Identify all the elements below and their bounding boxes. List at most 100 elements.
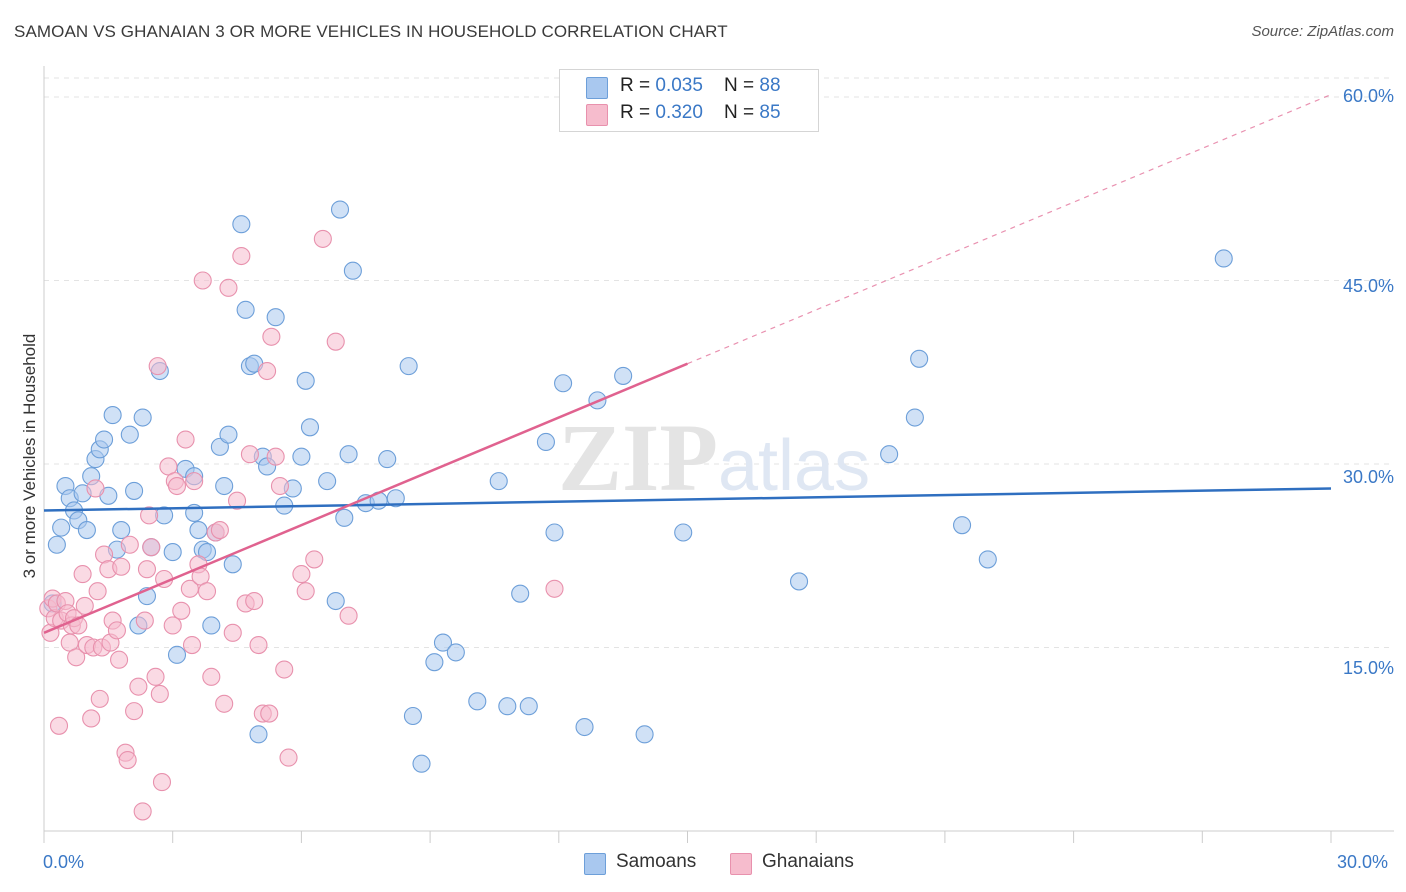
ghanaian-point (86, 479, 105, 498)
samoan-point (343, 261, 362, 280)
samoan-point (978, 550, 997, 569)
samoan-point (202, 616, 221, 635)
ghanaian-point (163, 616, 182, 635)
samoan-point (403, 706, 422, 726)
x-tick-max: 30.0% (1337, 852, 1389, 872)
y-tick-15: 15.0% (1342, 658, 1394, 678)
samoan-point (554, 374, 573, 393)
r-label: R = (620, 102, 656, 123)
samoans-swatch (586, 77, 608, 99)
samoan-point (215, 476, 234, 496)
ghanaians-trend-line (43, 362, 688, 634)
trend-lines (43, 93, 1332, 634)
ghanaians-swatch (586, 104, 608, 126)
samoan-point (433, 633, 453, 652)
samoan-point (575, 717, 594, 737)
samoan-point (236, 300, 255, 319)
ghanaian-point (150, 684, 169, 704)
samoan-point (266, 308, 285, 327)
samoan-point (52, 518, 71, 537)
ghanaian-point (245, 591, 264, 611)
ghanaian-point (223, 623, 242, 642)
samoan-point (905, 408, 924, 427)
watermark-atlas: atlas (718, 426, 870, 506)
legend-samoans-stats: R = 0.035 N = 88 (620, 75, 781, 97)
ghanaian-point (262, 327, 281, 346)
samoan-point (880, 445, 899, 464)
samoan-point (249, 725, 268, 744)
samoan-point (335, 508, 354, 527)
samoan-point (910, 349, 929, 368)
samoan-point (425, 653, 444, 672)
legend-label-samoans: Samoans (616, 851, 697, 872)
n-value: 85 (759, 102, 781, 123)
samoan-point (163, 543, 182, 562)
ghanaian-point (219, 278, 238, 297)
ghanaian-point (167, 476, 187, 496)
ghanaians-points (39, 229, 564, 821)
ghanaian-point (88, 582, 107, 601)
chart-title: SAMOAN VS GHANAIAN 3 OR MORE VEHICLES IN… (14, 22, 728, 41)
ghanaians-trend-extension (687, 93, 1332, 365)
n-label: N = (724, 75, 760, 96)
ghanaian-point (120, 535, 139, 554)
ghanaian-point (228, 491, 247, 510)
samoan-point (197, 543, 217, 562)
samoan-point (300, 418, 320, 437)
ghanaian-point (545, 579, 564, 598)
ghanaian-point (75, 596, 94, 615)
y-tick-60: 60.0% (1342, 86, 1394, 106)
ghanaian-point (82, 709, 101, 728)
ghanaian-point (249, 636, 268, 655)
ghanaian-point (260, 704, 279, 723)
samoan-point (489, 472, 508, 491)
ghanaian-point (232, 246, 251, 266)
ghanaian-point (152, 773, 172, 792)
samoan-point (614, 366, 633, 385)
samoan-point (674, 523, 693, 542)
ghanaian-point (258, 361, 277, 381)
ghanaian-point (133, 802, 152, 821)
legend-ghanaians-stats: R = 0.320 N = 85 (620, 102, 781, 124)
y-axis-label: 3 or more Vehicles in Household (20, 333, 39, 579)
samoan-point (635, 725, 654, 744)
ghanaian-point (90, 689, 109, 708)
ghanaian-point (49, 716, 69, 735)
samoan-point (103, 406, 122, 425)
samoan-point (77, 521, 96, 540)
n-label: N = (724, 102, 760, 123)
samoan-point (412, 754, 431, 773)
samoan-point (95, 430, 114, 449)
samoan-point (47, 535, 66, 554)
ghanaian-point (313, 229, 332, 248)
ghanaian-point (270, 476, 290, 496)
samoan-point (789, 572, 809, 591)
ghanaian-point (137, 560, 157, 579)
ghanaian-point (210, 521, 229, 540)
samoan-point (330, 200, 350, 219)
samoan-point (498, 697, 517, 716)
samoan-point (210, 437, 229, 456)
samoan-point (1214, 249, 1233, 268)
ghanaian-point (112, 557, 131, 576)
samoan-point (219, 425, 238, 444)
y-tick-30: 30.0% (1342, 467, 1394, 487)
ghanaian-point (266, 447, 285, 466)
samoan-point (519, 697, 538, 716)
ghanaian-point (339, 606, 358, 625)
ghanaian-point (118, 750, 137, 770)
samoans-swatch (584, 853, 606, 875)
samoan-point (446, 643, 465, 662)
watermark: ZIP (558, 404, 718, 511)
r-value: 0.035 (655, 75, 703, 96)
samoan-point (292, 447, 311, 466)
ghanaian-point (135, 611, 154, 630)
y-tick-45: 45.0% (1342, 276, 1394, 296)
ghanaian-point (215, 694, 234, 713)
samoans-trend-line (43, 487, 1332, 512)
samoan-point (318, 472, 337, 491)
x-tick-min: 0.0% (43, 852, 85, 872)
ghanaian-point (73, 565, 92, 584)
ghanaian-point (110, 650, 129, 669)
